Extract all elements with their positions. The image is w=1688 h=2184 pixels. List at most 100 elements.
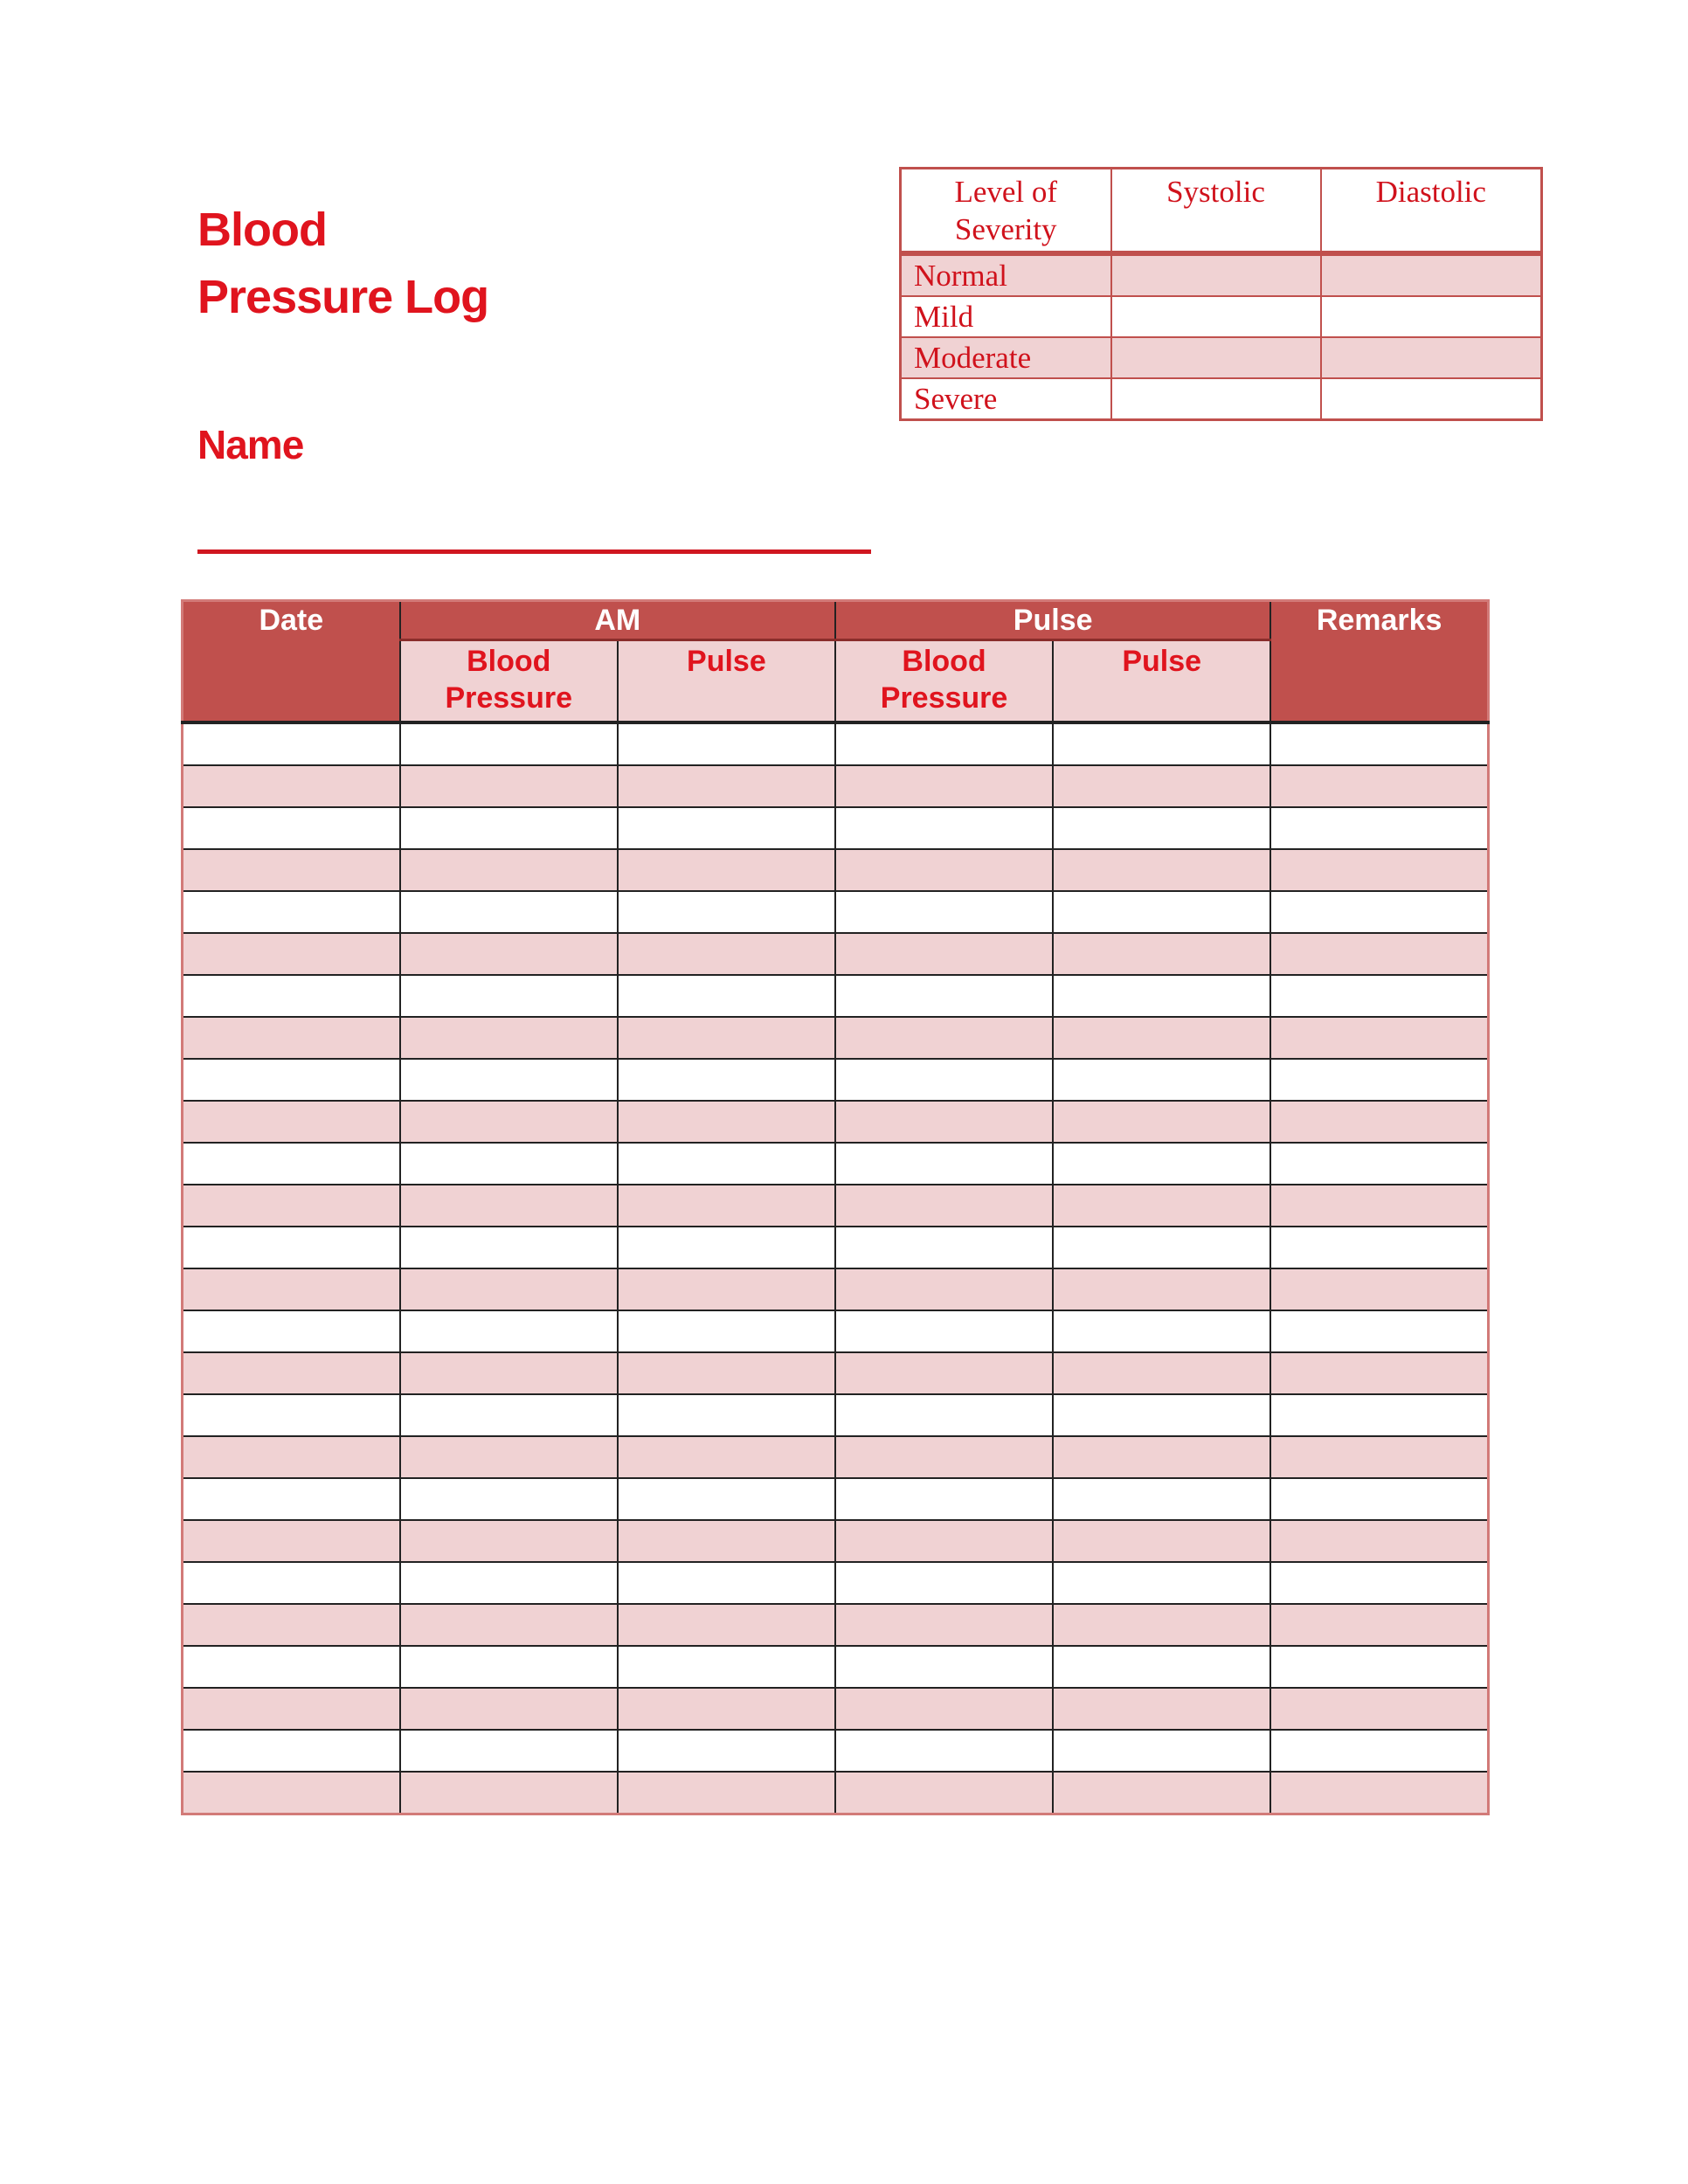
pm-blood-pressure-cell[interactable] — [834, 1142, 1055, 1185]
remarks-cell[interactable] — [1269, 1226, 1489, 1269]
date-cell[interactable] — [182, 1729, 401, 1773]
am-pulse-cell[interactable] — [616, 1016, 836, 1060]
remarks-cell[interactable] — [1269, 974, 1489, 1018]
am-blood-pressure-cell[interactable] — [398, 806, 619, 850]
pm-blood-pressure-cell[interactable] — [834, 1184, 1055, 1227]
am-pulse-cell[interactable] — [616, 722, 836, 766]
am-pulse-cell[interactable] — [616, 1687, 836, 1731]
pm-pulse-cell[interactable] — [1052, 764, 1272, 808]
pm-pulse-cell[interactable] — [1052, 722, 1272, 766]
date-cell[interactable] — [182, 1771, 401, 1815]
remarks-cell[interactable] — [1269, 1729, 1489, 1773]
remarks-cell[interactable] — [1269, 764, 1489, 808]
remarks-cell[interactable] — [1269, 932, 1489, 976]
am-blood-pressure-cell[interactable] — [398, 1310, 619, 1353]
am-blood-pressure-cell[interactable] — [398, 932, 619, 976]
am-blood-pressure-cell[interactable] — [398, 764, 619, 808]
remarks-cell[interactable] — [1269, 848, 1489, 892]
date-cell[interactable] — [182, 1142, 401, 1185]
am-pulse-cell[interactable] — [616, 764, 836, 808]
pm-blood-pressure-cell[interactable] — [834, 1645, 1055, 1689]
remarks-cell[interactable] — [1269, 1058, 1489, 1102]
date-cell[interactable] — [182, 974, 401, 1018]
pm-pulse-cell[interactable] — [1052, 1184, 1272, 1227]
pm-blood-pressure-cell[interactable] — [834, 764, 1055, 808]
pm-pulse-cell[interactable] — [1052, 848, 1272, 892]
am-blood-pressure-cell[interactable] — [398, 1016, 619, 1060]
date-cell[interactable] — [182, 1100, 401, 1144]
pm-pulse-cell[interactable] — [1052, 1310, 1272, 1353]
am-pulse-cell[interactable] — [616, 1771, 836, 1815]
remarks-cell[interactable] — [1269, 1645, 1489, 1689]
pm-blood-pressure-cell[interactable] — [834, 1435, 1055, 1479]
pm-pulse-cell[interactable] — [1052, 1645, 1272, 1689]
am-blood-pressure-cell[interactable] — [398, 1393, 619, 1437]
pm-pulse-cell[interactable] — [1052, 1477, 1272, 1521]
pm-pulse-cell[interactable] — [1052, 1268, 1272, 1311]
date-cell[interactable] — [182, 1016, 401, 1060]
remarks-cell[interactable] — [1269, 1268, 1489, 1311]
remarks-cell[interactable] — [1269, 1603, 1489, 1647]
date-cell[interactable] — [182, 1687, 401, 1731]
remarks-cell[interactable] — [1269, 1393, 1489, 1437]
am-pulse-cell[interactable] — [616, 848, 836, 892]
pm-blood-pressure-cell[interactable] — [834, 1519, 1055, 1563]
am-blood-pressure-cell[interactable] — [398, 1351, 619, 1395]
remarks-cell[interactable] — [1269, 1687, 1489, 1731]
date-cell[interactable] — [182, 1519, 401, 1563]
diastolic-cell[interactable] — [1319, 336, 1543, 379]
am-pulse-cell[interactable] — [616, 1477, 836, 1521]
date-cell[interactable] — [182, 848, 401, 892]
date-cell[interactable] — [182, 1393, 401, 1437]
date-cell[interactable] — [182, 806, 401, 850]
am-pulse-cell[interactable] — [616, 1226, 836, 1269]
am-blood-pressure-cell[interactable] — [398, 1142, 619, 1185]
date-cell[interactable] — [182, 764, 401, 808]
pm-blood-pressure-cell[interactable] — [834, 932, 1055, 976]
am-blood-pressure-cell[interactable] — [398, 974, 619, 1018]
pm-pulse-cell[interactable] — [1052, 932, 1272, 976]
pm-blood-pressure-cell[interactable] — [834, 1687, 1055, 1731]
pm-pulse-cell[interactable] — [1052, 1016, 1272, 1060]
am-blood-pressure-cell[interactable] — [398, 1603, 619, 1647]
date-cell[interactable] — [182, 1310, 401, 1353]
pm-blood-pressure-cell[interactable] — [834, 1268, 1055, 1311]
am-blood-pressure-cell[interactable] — [398, 722, 619, 766]
pm-pulse-cell[interactable] — [1052, 1100, 1272, 1144]
systolic-cell[interactable] — [1110, 336, 1322, 379]
remarks-cell[interactable] — [1269, 1519, 1489, 1563]
remarks-cell[interactable] — [1269, 1351, 1489, 1395]
remarks-cell[interactable] — [1269, 1771, 1489, 1815]
pm-blood-pressure-cell[interactable] — [834, 1477, 1055, 1521]
pm-blood-pressure-cell[interactable] — [834, 1100, 1055, 1144]
pm-blood-pressure-cell[interactable] — [834, 1310, 1055, 1353]
diastolic-cell[interactable] — [1319, 252, 1543, 297]
date-cell[interactable] — [182, 932, 401, 976]
date-cell[interactable] — [182, 1477, 401, 1521]
pm-blood-pressure-cell[interactable] — [834, 1351, 1055, 1395]
am-pulse-cell[interactable] — [616, 1603, 836, 1647]
pm-blood-pressure-cell[interactable] — [834, 1771, 1055, 1815]
am-pulse-cell[interactable] — [616, 890, 836, 934]
date-cell[interactable] — [182, 1645, 401, 1689]
date-cell[interactable] — [182, 1435, 401, 1479]
pm-pulse-cell[interactable] — [1052, 1687, 1272, 1731]
name-underline-field[interactable] — [197, 549, 871, 554]
systolic-cell[interactable] — [1110, 377, 1322, 421]
pm-pulse-cell[interactable] — [1052, 1435, 1272, 1479]
remarks-cell[interactable] — [1269, 1016, 1489, 1060]
remarks-cell[interactable] — [1269, 1184, 1489, 1227]
pm-blood-pressure-cell[interactable] — [834, 1729, 1055, 1773]
am-blood-pressure-cell[interactable] — [398, 1771, 619, 1815]
pm-pulse-cell[interactable] — [1052, 1603, 1272, 1647]
remarks-cell[interactable] — [1269, 1435, 1489, 1479]
remarks-cell[interactable] — [1269, 1142, 1489, 1185]
systolic-cell[interactable] — [1110, 295, 1322, 338]
pm-blood-pressure-cell[interactable] — [834, 722, 1055, 766]
pm-blood-pressure-cell[interactable] — [834, 848, 1055, 892]
systolic-cell[interactable] — [1110, 252, 1322, 297]
am-pulse-cell[interactable] — [616, 806, 836, 850]
remarks-cell[interactable] — [1269, 722, 1489, 766]
am-blood-pressure-cell[interactable] — [398, 1477, 619, 1521]
date-cell[interactable] — [182, 1268, 401, 1311]
